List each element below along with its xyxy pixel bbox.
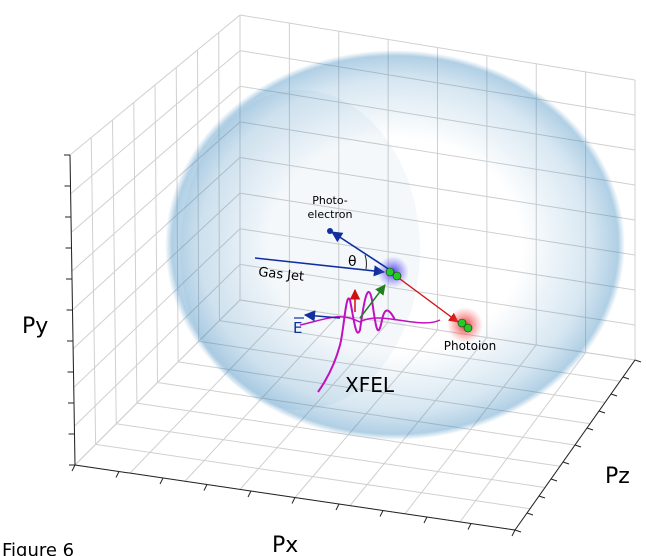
box-edge: [468, 524, 471, 530]
box-edge: [611, 394, 617, 396]
photoelectron-label: Photo-: [312, 194, 348, 207]
box-edge: [204, 485, 207, 491]
box-edge: [563, 462, 569, 464]
xfel-label: XFEL: [345, 373, 395, 397]
y-axis-label: Py: [22, 314, 48, 339]
photoion-label: Photoion: [444, 339, 497, 353]
caption: Figure 6: [2, 540, 74, 556]
angle-label: θ: [348, 254, 357, 270]
box-edge: [515, 530, 521, 532]
box-edge: [512, 530, 515, 536]
box-edge: [292, 498, 295, 504]
photoelectron: [327, 228, 333, 234]
box-edge: [635, 360, 641, 362]
box-edge: [587, 428, 593, 430]
box-edge: [527, 513, 533, 515]
atom: [393, 272, 401, 280]
box-edge: [551, 479, 557, 481]
box-edge: [248, 491, 251, 497]
box-edge: [116, 472, 119, 478]
box-edge: [623, 377, 629, 379]
box-edge: [424, 517, 427, 523]
z-axis-label: Pz: [605, 464, 630, 489]
box-edge: [336, 504, 339, 510]
atom: [464, 324, 472, 332]
box-edge: [380, 511, 383, 517]
box-edge: [160, 478, 163, 484]
figure: Gas Jet θ Photo- electron Photoion E XFE…: [0, 0, 646, 556]
photoelectron-label: electron: [308, 208, 353, 221]
box-edge: [599, 411, 605, 413]
x-axis-label: Px: [272, 533, 298, 556]
box-edge: [72, 465, 75, 471]
box-edge: [539, 496, 545, 498]
field-label: E: [293, 319, 302, 337]
box-edge: [575, 445, 581, 447]
sphere-inner: [180, 90, 420, 410]
atom: [386, 268, 394, 276]
